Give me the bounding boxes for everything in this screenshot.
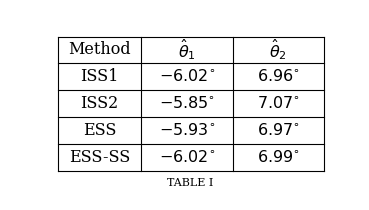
- Text: ESS-SS: ESS-SS: [69, 149, 130, 166]
- Text: $\hat{\theta}_1$: $\hat{\theta}_1$: [178, 38, 196, 62]
- Text: $-6.02^{\circ}$: $-6.02^{\circ}$: [159, 68, 215, 85]
- Text: $-6.02^{\circ}$: $-6.02^{\circ}$: [159, 149, 215, 166]
- Text: $6.97^{\circ}$: $6.97^{\circ}$: [257, 122, 300, 139]
- Text: ESS: ESS: [83, 122, 116, 139]
- Text: $7.07^{\circ}$: $7.07^{\circ}$: [257, 95, 300, 112]
- Text: $6.99^{\circ}$: $6.99^{\circ}$: [257, 149, 300, 166]
- Text: $\hat{\theta}_2$: $\hat{\theta}_2$: [269, 38, 287, 62]
- Text: TABLE I: TABLE I: [168, 178, 214, 188]
- Text: $6.96^{\circ}$: $6.96^{\circ}$: [257, 68, 300, 85]
- Text: ISS1: ISS1: [80, 68, 119, 85]
- Text: ISS2: ISS2: [80, 95, 118, 112]
- Text: Method: Method: [68, 41, 131, 58]
- Text: $-5.93^{\circ}$: $-5.93^{\circ}$: [159, 122, 215, 139]
- Text: $-5.85^{\circ}$: $-5.85^{\circ}$: [159, 95, 215, 112]
